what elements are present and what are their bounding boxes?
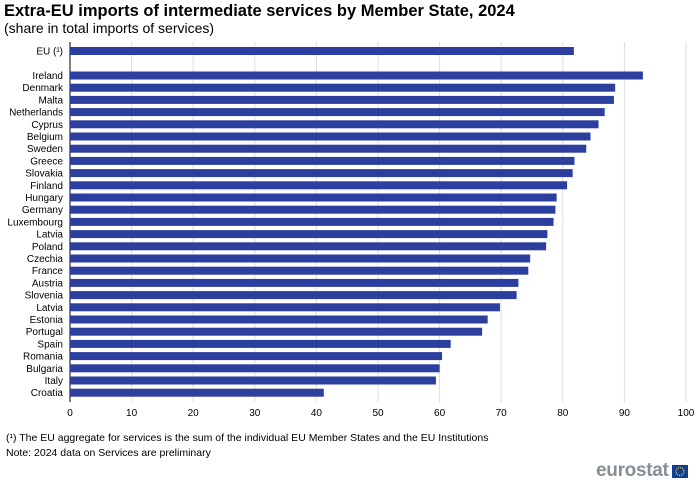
bar <box>70 156 575 165</box>
bar <box>70 144 587 153</box>
bar <box>70 230 548 239</box>
category-label: Austria <box>32 278 64 289</box>
category-label: Slovenia <box>25 291 64 302</box>
category-label: Czechia <box>27 254 64 265</box>
x-tick-label: 100 <box>678 408 695 419</box>
category-label: Latvia <box>36 303 63 314</box>
category-label: Malta <box>39 95 64 106</box>
eu-flag-icon <box>671 464 688 478</box>
category-label: Portugal <box>26 327 63 338</box>
x-tick-label: 50 <box>372 408 384 419</box>
bar <box>70 315 488 324</box>
footnote-eu-aggregate: (¹) The EU aggregate for services is the… <box>6 432 489 444</box>
x-tick-label: 60 <box>434 408 446 419</box>
category-label: EU (¹) <box>36 47 63 58</box>
category-label: Croatia <box>31 388 64 399</box>
category-label: Germany <box>22 205 63 216</box>
category-label: Romania <box>23 352 63 363</box>
bar <box>70 327 483 336</box>
bar <box>70 108 605 117</box>
brand-name: eurostat <box>596 460 669 481</box>
category-label: Belgium <box>27 132 63 143</box>
category-label: Ireland <box>32 71 63 82</box>
bar <box>70 132 591 141</box>
bar <box>70 352 443 361</box>
category-label: Greece <box>30 156 63 167</box>
x-tick-label: 10 <box>126 408 138 419</box>
bar <box>70 254 531 263</box>
category-label: Luxembourg <box>7 217 63 228</box>
bars <box>70 47 643 397</box>
bar <box>70 303 500 312</box>
x-axis-ticks: 0 10 20 30 40 50 60 70 80 90 100 <box>67 408 695 419</box>
category-label: Finland <box>30 181 63 192</box>
x-tick-label: 40 <box>311 408 323 419</box>
category-label: Hungary <box>25 193 63 204</box>
category-label: Sweden <box>27 144 63 155</box>
bar <box>70 217 554 226</box>
category-label: Latvia <box>36 230 63 241</box>
bar <box>70 242 547 251</box>
bar <box>70 83 616 92</box>
x-tick-label: 30 <box>249 408 261 419</box>
x-tick-label: 0 <box>67 408 73 419</box>
bar <box>70 47 574 55</box>
bar <box>70 205 556 214</box>
bar <box>70 71 643 80</box>
bar <box>70 376 436 385</box>
eurostat-logo: eurostat <box>596 460 688 482</box>
bar <box>70 120 599 129</box>
category-label: Estonia <box>30 315 64 326</box>
bar <box>70 193 557 202</box>
bar <box>70 388 324 397</box>
bar <box>70 266 529 275</box>
x-tick-label: 90 <box>619 408 631 419</box>
category-label: Poland <box>32 242 63 253</box>
bar <box>70 169 573 178</box>
footnote-preliminary: Note: 2024 data on Services are prelimin… <box>6 447 211 459</box>
x-tick-label: 20 <box>188 408 200 419</box>
chart-subtitle: (share in total imports of services) <box>4 20 215 36</box>
category-label: Netherlands <box>9 108 63 119</box>
bar <box>70 364 440 373</box>
x-tick-label: 80 <box>557 408 569 419</box>
bar <box>70 95 614 104</box>
category-label: Bulgaria <box>26 364 63 375</box>
x-tick-label: 70 <box>496 408 508 419</box>
category-label: France <box>32 266 64 277</box>
category-label: Spain <box>37 339 63 350</box>
category-label: Italy <box>45 376 63 387</box>
bar <box>70 339 451 348</box>
bar <box>70 278 519 287</box>
chart-title: Extra-EU imports of intermediate service… <box>4 2 515 20</box>
category-label: Slovakia <box>25 169 63 180</box>
bar <box>70 181 568 190</box>
category-label: Denmark <box>22 83 64 94</box>
bar <box>70 291 517 300</box>
category-label: Cyprus <box>31 120 63 131</box>
